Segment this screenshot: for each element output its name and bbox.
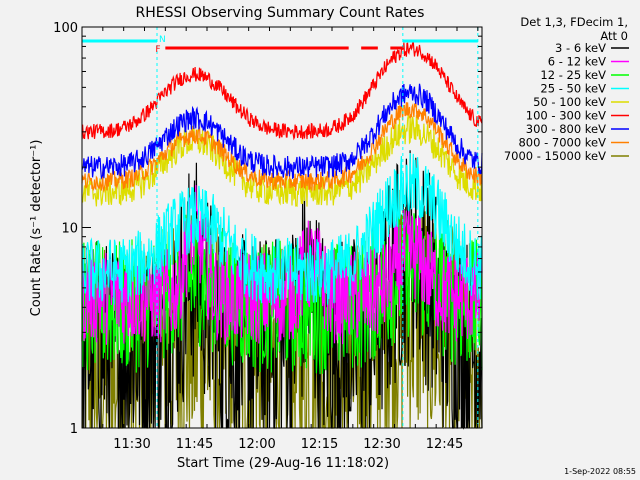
series-trace: [81, 152, 483, 306]
legend-label: 50 - 100 keV: [533, 95, 606, 109]
y-tick-label: 100: [53, 21, 78, 36]
x-tick-label: 12:15: [301, 437, 338, 452]
legend-label: 300 - 800 keV: [526, 122, 606, 136]
night-flag-label: N: [159, 35, 166, 45]
series-trace: [81, 113, 483, 207]
flare-flag-label: F: [155, 45, 160, 55]
y-tick-label: 10: [61, 222, 78, 237]
legend-label: 800 - 7000 keV: [518, 136, 606, 150]
series-trace: [81, 83, 483, 180]
axis-layer: 11:30 11:45 12:00 12:15 12:30 12:45 1 10 100: [53, 21, 483, 452]
legend-header: Det 1,3, FDecim 1,: [520, 15, 628, 29]
x-tick-label: 12:45: [426, 437, 463, 452]
x-tick-label: 11:45: [176, 437, 213, 452]
chart-title: RHESSI Observing Summary Count Rates: [136, 5, 425, 21]
legend-label: 12 - 25 keV: [540, 68, 606, 82]
series-layer: [81, 39, 483, 430]
x-tick-label: 12:30: [363, 437, 400, 452]
series-trace: [81, 100, 483, 193]
legend-header: Att 0: [600, 29, 628, 43]
legend-label: 7000 - 15000 keV: [504, 149, 606, 163]
y-axis-label: Count Rate (s⁻¹ detector⁻¹): [29, 140, 44, 317]
x-tick-label: 11:30: [113, 437, 150, 452]
footer-timestamp: 1-Sep-2022 08:55: [564, 467, 636, 476]
series-trace: [81, 39, 483, 141]
legend-label: 100 - 300 keV: [526, 109, 606, 123]
legend-label: 6 - 12 keV: [548, 55, 606, 69]
legend-label: 3 - 6 keV: [555, 41, 606, 55]
legend-label: 25 - 50 keV: [540, 82, 606, 96]
x-tick-label: 12:00: [238, 437, 275, 452]
y-tick-label: 1: [70, 422, 78, 437]
x-axis-label: Start Time (29-Aug-16 11:18:02): [177, 456, 389, 471]
